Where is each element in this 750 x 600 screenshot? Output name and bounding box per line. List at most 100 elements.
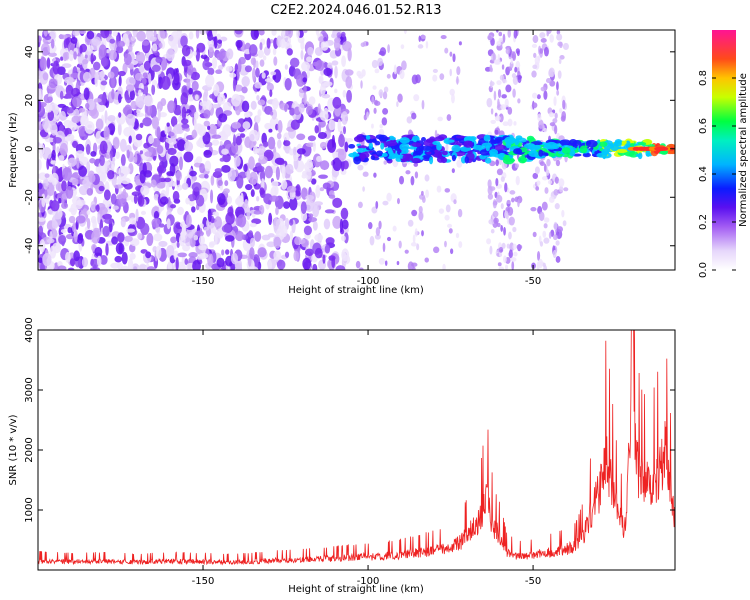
spectrogram-cell	[256, 196, 260, 202]
spectrogram-cell	[386, 192, 392, 202]
spectrogram-cell	[50, 38, 55, 49]
spectrogram-cell	[38, 217, 46, 222]
spectrogram-cell	[532, 172, 539, 180]
spectrogram-cell	[283, 132, 291, 142]
spectrogram-cell	[250, 237, 255, 248]
spectrogram-cell	[282, 35, 292, 47]
spectrogram-cell	[251, 218, 262, 225]
spectrogram-cell	[412, 234, 416, 244]
spectrogram-cell	[156, 145, 164, 154]
spectrogram-cell	[554, 112, 558, 119]
spectrogram-cell	[42, 72, 49, 81]
spectrogram-cell	[509, 190, 516, 195]
spectrogram-cell	[383, 160, 388, 165]
spectrogram-cell	[508, 216, 515, 226]
spectrogram-cell	[357, 164, 364, 171]
spectrogram-cell	[221, 165, 231, 173]
spectrogram-cell	[195, 194, 205, 207]
spectrogram-cell	[60, 229, 67, 234]
spectrogram-cell	[150, 179, 157, 188]
spectrogram-cell	[244, 65, 252, 73]
signal-track-cell	[641, 146, 649, 151]
spectrogram-cell	[317, 132, 328, 140]
spectrogram-cell	[72, 222, 77, 233]
spectrogram-cell	[371, 59, 379, 69]
spectrogram-cell	[158, 240, 168, 247]
spectrogram-cell	[166, 122, 170, 127]
spectrogram-cell	[533, 52, 537, 59]
spectrogram-cell	[61, 202, 69, 209]
spectrogram-cell	[446, 114, 452, 121]
spectrogram-cell	[164, 125, 168, 135]
spectrogram-cell	[202, 59, 210, 71]
spectrogram-cell	[199, 163, 206, 174]
spectrogram-cell	[507, 206, 514, 216]
spectrogram-cell	[163, 177, 172, 183]
spectrogram-cell	[155, 56, 163, 64]
spectrogram-cell	[323, 67, 333, 77]
spectrogram-cell	[73, 230, 78, 243]
spectrogram-cell	[92, 61, 101, 71]
spectrogram-cell	[119, 138, 127, 152]
spectrogram-cell	[296, 148, 306, 155]
spectrogram-cell	[86, 187, 94, 196]
spectrogram-cell	[331, 33, 336, 39]
spectrogram-cell	[151, 217, 161, 228]
spectrogram-cell	[192, 260, 202, 270]
spectrogram-cell	[232, 134, 236, 147]
spectrogram-cell	[516, 244, 523, 250]
spectrogram-cell	[500, 203, 504, 210]
spectrogram-cell	[433, 246, 440, 254]
spectrogram-cell	[219, 141, 223, 146]
spectrogram-cell	[226, 48, 234, 60]
spectrogram-cell	[378, 89, 384, 97]
spectrogram-cell	[221, 224, 232, 233]
spectrogram-cell	[543, 163, 547, 172]
spectrogram-cell	[366, 111, 369, 119]
spectrogram-cell	[450, 248, 454, 255]
signal-track-cell	[548, 153, 556, 157]
spectrogram-cell	[548, 68, 554, 78]
spectrogram-cell	[343, 232, 349, 244]
spectrogram-cell	[85, 144, 91, 155]
spectrogram-cell	[267, 233, 275, 238]
spectrogram-cell	[417, 44, 424, 49]
spectrogram-cell	[176, 241, 180, 248]
spectrogram-cell	[130, 36, 136, 42]
spectrogram-cell	[122, 33, 129, 43]
y-tick-label: 1000	[24, 497, 35, 522]
spectrogram-cell	[420, 34, 426, 40]
spectrogram-cell	[499, 74, 505, 81]
signal-track-cell	[488, 139, 499, 145]
spectrogram-cell	[207, 253, 214, 267]
spectrogram-cell	[513, 251, 518, 257]
spectrogram-cell	[281, 180, 288, 190]
spectrogram-cell	[203, 226, 210, 231]
spectrogram-cell	[311, 178, 317, 185]
spectrogram-cell	[562, 220, 567, 227]
signal-track-cell	[489, 151, 497, 157]
spectrogram-cell	[250, 189, 255, 198]
spectrogram-cell	[98, 185, 105, 192]
spectrogram-cell	[72, 140, 79, 149]
spectrogram-cell	[60, 56, 64, 61]
spectrogram-cell	[239, 133, 246, 138]
spectrogram-cell	[374, 99, 379, 105]
snr-x-label: Height of straight line (km)	[288, 584, 424, 595]
spectrogram-cell	[103, 126, 110, 140]
spectrogram-cell	[66, 107, 74, 114]
signal-track-cell	[436, 143, 442, 151]
spectrogram-cell	[233, 84, 243, 92]
spectrogram-cell	[204, 88, 209, 98]
spectrogram-cell	[400, 44, 405, 50]
spectrogram-cell	[553, 96, 557, 107]
spectrogram-cell	[58, 34, 68, 40]
spectrogram-cell	[342, 254, 351, 265]
spectrogram-cell	[280, 224, 288, 238]
spectrogram-cell	[50, 123, 58, 136]
spectrogram-cell	[84, 121, 95, 134]
spectrogram-cell	[79, 156, 89, 166]
spectrogram-cell	[216, 257, 225, 268]
spectrogram-cell	[384, 260, 388, 266]
spectrogram-cell	[531, 43, 538, 49]
